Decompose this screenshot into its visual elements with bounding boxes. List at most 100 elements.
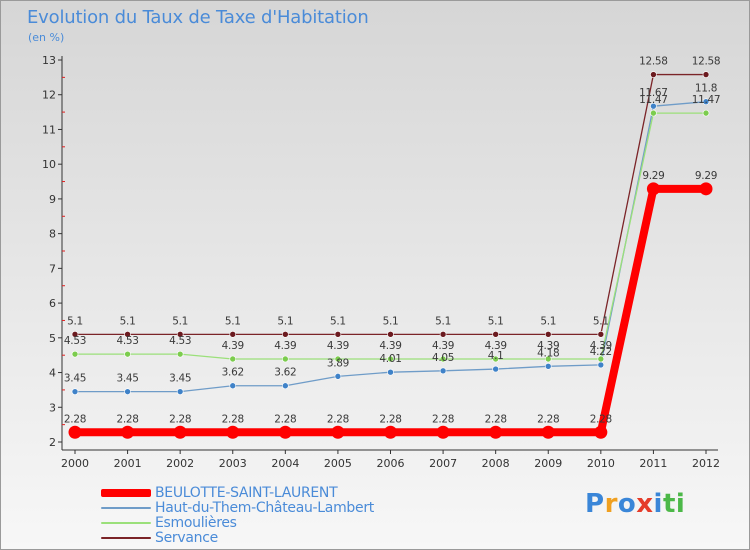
data-point	[71, 350, 79, 358]
data-label: 2.28	[116, 413, 138, 425]
data-label: 3.62	[274, 367, 296, 379]
data-label: 2.28	[64, 413, 86, 425]
data-point	[282, 355, 289, 363]
data-point	[387, 331, 394, 338]
x-tick-label: 2003	[219, 457, 247, 470]
data-point	[492, 355, 499, 363]
data-label: 5.1	[488, 315, 504, 327]
data-point	[541, 425, 555, 439]
y-tick-label: 9	[49, 193, 56, 206]
data-label: 4.53	[169, 335, 191, 347]
data-point	[334, 331, 342, 338]
data-label: 4.53	[116, 335, 138, 347]
data-point	[334, 373, 342, 380]
x-tick-label: 2000	[61, 457, 89, 470]
data-point	[176, 388, 184, 395]
y-tick-label: 8	[49, 228, 56, 241]
data-point	[699, 182, 713, 196]
logo-letter: x	[636, 489, 654, 519]
data-label: 5.1	[225, 315, 241, 327]
y-tick-label: 5	[49, 332, 56, 345]
y-tick-label: 6	[49, 297, 56, 310]
data-label: 5.1	[67, 315, 83, 327]
data-label: 4.39	[485, 340, 507, 352]
data-label: 3.62	[222, 367, 244, 379]
data-label: 2.28	[432, 413, 454, 425]
legend: BEULOTTE-SAINT-LAURENT Haut-du-Them-Chât…	[101, 485, 374, 546]
data-label: 3.89	[327, 357, 349, 369]
data-label: 5.1	[435, 315, 451, 327]
data-label: 4.39	[590, 340, 612, 352]
data-point	[492, 365, 499, 373]
data-point	[229, 355, 237, 363]
legend-swatch	[101, 536, 151, 539]
data-point	[71, 331, 79, 338]
data-point	[71, 388, 79, 395]
data-label: 4.39	[222, 340, 244, 352]
x-tick-label: 2006	[377, 457, 405, 470]
data-label: 3.45	[169, 373, 191, 385]
data-point	[597, 331, 605, 338]
x-tick-label: 2005	[324, 457, 352, 470]
x-tick-label: 2008	[482, 457, 510, 470]
data-label: 5.1	[593, 315, 609, 327]
data-point	[439, 367, 447, 375]
x-tick-label: 2010	[587, 457, 615, 470]
data-point	[489, 425, 503, 439]
data-point	[229, 382, 237, 390]
y-tick-label: 2	[49, 436, 56, 449]
data-point	[278, 425, 292, 439]
data-point	[282, 331, 289, 338]
data-label: 3.45	[116, 373, 138, 385]
data-point	[594, 425, 608, 439]
y-tick-label: 3	[49, 401, 56, 414]
legend-item: BEULOTTE-SAINT-LAURENT	[101, 485, 374, 501]
chart-title: Evolution du Taux de Taxe d'Habitation	[27, 7, 369, 28]
data-point	[597, 355, 605, 363]
logo-letter: i	[653, 489, 663, 519]
data-label: 4.01	[379, 353, 401, 365]
data-point	[282, 382, 289, 390]
data-point	[597, 361, 605, 369]
data-point	[436, 425, 450, 439]
data-point	[439, 355, 447, 363]
x-tick-label: 2001	[114, 457, 142, 470]
data-label: 5.1	[172, 315, 188, 327]
legend-label: Esmoulières	[155, 514, 237, 531]
data-point	[334, 355, 342, 363]
data-point	[650, 102, 657, 110]
data-label: 9.29	[642, 170, 664, 182]
logo-letter: t	[662, 489, 676, 519]
logo-letter: i	[675, 489, 686, 519]
legend-item: Haut-du-Them-Château-Lambert	[101, 499, 374, 516]
data-label: 2.28	[222, 413, 244, 425]
y-tick-label: 13	[42, 54, 56, 67]
data-label: 4.39	[274, 340, 296, 352]
legend-label: Servance	[155, 529, 218, 546]
data-label: 9.29	[695, 170, 717, 182]
data-point	[702, 98, 710, 105]
x-tick-label: 2002	[166, 457, 194, 470]
data-label: 4.39	[537, 340, 559, 352]
data-point	[124, 388, 131, 395]
data-point	[702, 109, 710, 117]
data-point	[439, 331, 447, 338]
data-point	[387, 355, 394, 363]
data-label: 4.22	[590, 346, 612, 358]
data-label: 11.47	[692, 94, 721, 106]
logo-letter: r	[604, 489, 618, 519]
data-label: 2.28	[327, 413, 349, 425]
data-point	[124, 331, 131, 338]
data-label: 2.28	[379, 413, 401, 425]
data-point	[68, 425, 82, 439]
legend-label: Haut-du-Them-Château-Lambert	[155, 499, 374, 516]
data-label: 5.1	[277, 315, 293, 327]
data-point	[226, 425, 240, 439]
data-label: 4.53	[64, 335, 86, 347]
data-point	[176, 350, 184, 358]
series-line	[75, 73, 706, 335]
data-point	[121, 425, 135, 439]
data-label: 3.45	[64, 373, 86, 385]
